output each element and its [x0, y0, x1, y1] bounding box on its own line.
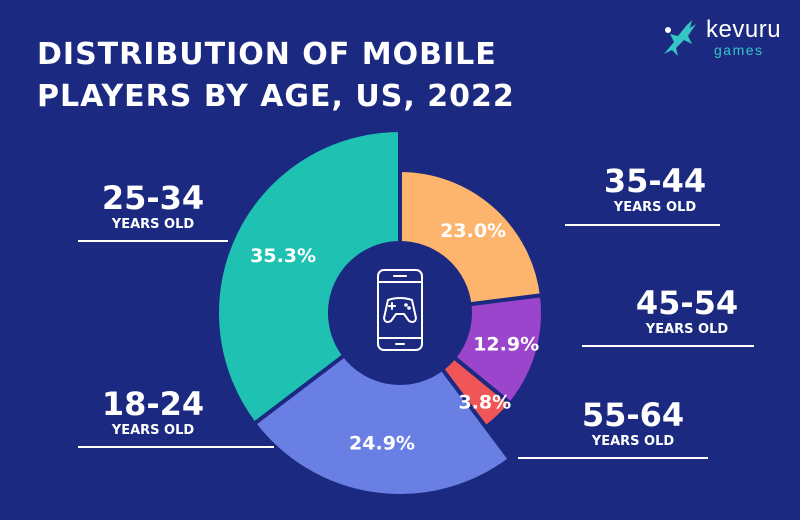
label-range: 35-44 [603, 162, 707, 200]
label-sub: YEARS OLD [613, 200, 697, 215]
label-45-54: 45-54 YEARS OLD [612, 285, 762, 339]
brand-sub: games [714, 42, 764, 58]
slice-value-label: 35.3% [250, 245, 316, 267]
label-55-64: 55-64 YEARS OLD [558, 397, 708, 451]
slice-value-label: 12.9% [473, 334, 539, 356]
gazelle-logo-icon [664, 20, 696, 56]
leader-line-25-34 [78, 240, 228, 242]
leader-line-35-44 [565, 224, 720, 226]
label-range: 18-24 [101, 385, 205, 423]
brand-logo: kevuru games [658, 14, 788, 62]
label-35-44: 35-44 YEARS OLD [580, 163, 730, 217]
label-sub: YEARS OLD [591, 434, 675, 449]
label-sub: YEARS OLD [111, 217, 195, 232]
leader-line-55-64 [518, 457, 708, 459]
brand-name: kevuru [706, 16, 782, 43]
smartphone-gamepad-icon [377, 269, 423, 351]
label-sub: YEARS OLD [645, 322, 729, 337]
leader-line-45-54 [582, 345, 754, 347]
slice-value-label: 24.9% [349, 432, 415, 454]
slice-25-34 [215, 128, 402, 426]
slice-35-44 [398, 168, 544, 307]
slice-value-label: 23.0% [440, 220, 506, 242]
leader-line-18-24 [78, 446, 274, 448]
chart-title: DISTRIBUTION OF MOBILE PLAYERS BY AGE, U… [37, 34, 515, 118]
label-range: 55-64 [581, 396, 685, 434]
label-18-24: 18-24 YEARS OLD [78, 386, 228, 440]
label-range: 25-34 [101, 179, 205, 217]
label-25-34: 25-34 YEARS OLD [78, 180, 228, 234]
slice-value-label: 3.8% [458, 391, 511, 413]
chart-title-line-2: PLAYERS BY AGE, US, 2022 [37, 79, 515, 114]
label-sub: YEARS OLD [111, 423, 195, 438]
label-range: 45-54 [635, 284, 739, 322]
chart-title-line-1: DISTRIBUTION OF MOBILE [37, 37, 497, 72]
